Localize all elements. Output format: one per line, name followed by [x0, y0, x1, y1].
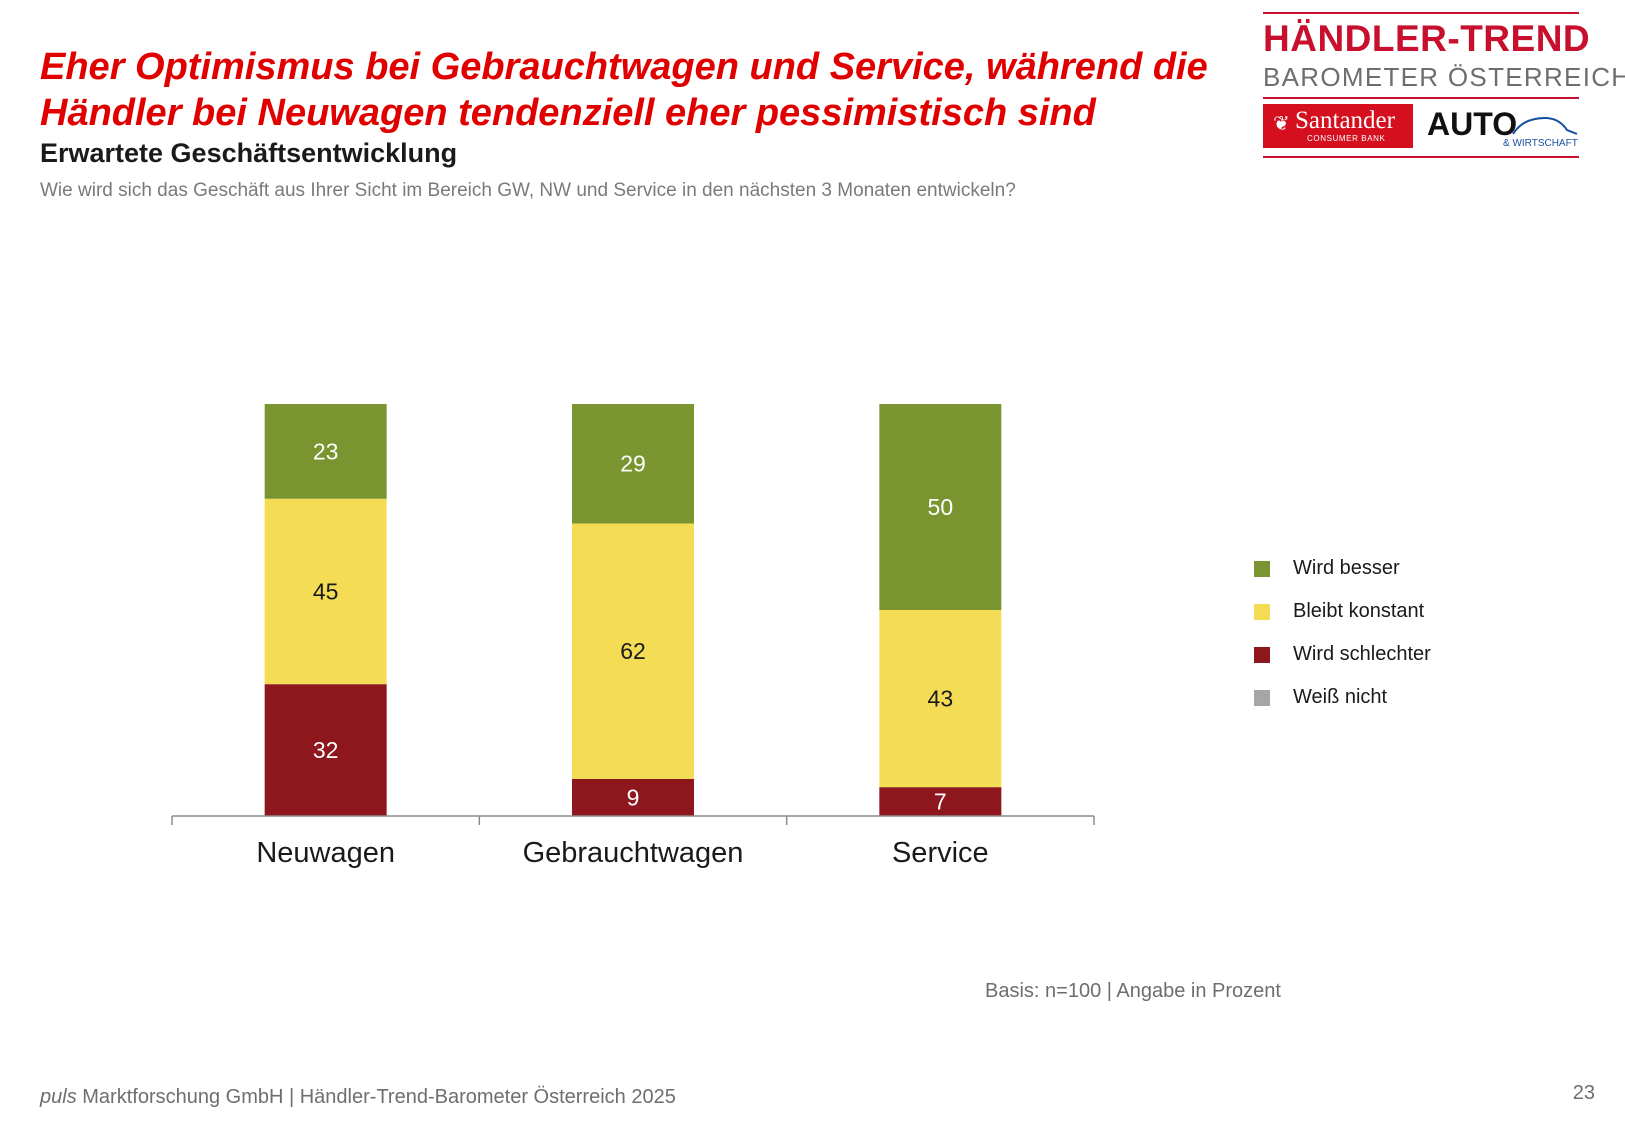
- title-line-2: Händler bei Neuwagen tendenziell eher pe…: [40, 92, 1096, 134]
- basis-note: Basis: n=100 | Angabe in Prozent: [985, 980, 1281, 1002]
- bar-neuwagen-wird-besser: [264, 404, 387, 499]
- bar-gebrauchtwagen-wird-schlechter: [572, 778, 694, 816]
- santander-subtitle: CONSUMER BANK: [1307, 134, 1386, 143]
- data-label-neuwagen-bleibt-konstant: 45: [313, 578, 339, 604]
- page-number: 23: [1572, 1082, 1595, 1104]
- bar-neuwagen-bleibt-konstant: [264, 498, 387, 685]
- legend-swatch-wird-schlechter: [1254, 647, 1270, 663]
- legend-swatch-weiss-nicht: [1254, 690, 1270, 706]
- data-label-service-wird-schlechter: 7: [934, 789, 947, 815]
- data-label-gebrauchtwagen-wird-besser: 29: [620, 451, 646, 477]
- legend-label-bleibt-konstant: Bleibt konstant: [1293, 600, 1425, 622]
- logo-brand-line1: HÄNDLER-TREND: [1263, 18, 1591, 59]
- footer-company-italic: puls: [40, 1086, 77, 1108]
- footer-source: puls Marktforschung GmbH | Händler-Trend…: [40, 1086, 676, 1109]
- santander-logo: ❦ Santander CONSUMER BANK: [1263, 104, 1413, 148]
- santander-name: Santander: [1295, 107, 1395, 134]
- auto-name: AUTO: [1427, 106, 1518, 142]
- legend-item-wird-besser: Wird besser: [1254, 557, 1494, 600]
- legend-item-weiss-nicht: Weiß nicht: [1254, 686, 1494, 729]
- logo-rule-middle: [1263, 97, 1579, 99]
- bar-service-wird-besser: [879, 404, 1002, 610]
- data-label-gebrauchtwagen-bleibt-konstant: 62: [620, 638, 646, 664]
- auto-wirtschaft-logo: AUTO & WIRTSCHAFT: [1427, 104, 1579, 152]
- legend-label-wird-besser: Wird besser: [1293, 557, 1400, 579]
- x-tick-label-service: Service: [892, 837, 989, 869]
- data-label-neuwagen-wird-besser: 23: [313, 438, 339, 464]
- data-label-service-wird-besser: 50: [928, 494, 954, 520]
- legend-swatch-bleibt-konstant: [1254, 604, 1270, 620]
- auto-subtitle: & WIRTSCHAFT: [1503, 138, 1578, 149]
- bar-gebrauchtwagen-bleibt-konstant: [572, 523, 694, 779]
- logo-rule-bottom: [1263, 156, 1579, 158]
- santander-flame-icon: ❦: [1273, 113, 1290, 135]
- legend-swatch-wird-besser: [1254, 561, 1270, 577]
- legend-item-wird-schlechter: Wird schlechter: [1254, 643, 1494, 686]
- chart-legend: Wird besser Bleibt konstant Wird schlechte…: [1254, 557, 1494, 729]
- page-title: Eher Optimismus bei Gebrauchtwagen und S…: [40, 44, 1220, 136]
- legend-item-bleibt-konstant: Bleibt konstant: [1254, 600, 1494, 643]
- legend-label-wird-schlechter: Wird schlechter: [1293, 643, 1431, 665]
- bar-service-wird-schlechter: [879, 787, 1002, 816]
- car-outline-icon: [1512, 116, 1578, 135]
- data-label-neuwagen-wird-schlechter: 32: [313, 737, 339, 763]
- logo-rule-top: [1263, 12, 1579, 14]
- bar-neuwagen-wird-schlechter: [264, 684, 387, 816]
- data-label-service-bleibt-konstant: 43: [928, 686, 954, 712]
- x-tick-label-gebrauchtwagen: Gebrauchtwagen: [523, 837, 744, 869]
- data-label-gebrauchtwagen-wird-schlechter: 9: [627, 784, 640, 810]
- footer-company-rest: Marktforschung GmbH | Händler-Trend-Baro…: [76, 1086, 676, 1108]
- haendler-trend-logo: HÄNDLER-TREND BAROMETER ÖSTERREICH ❦ San…: [1263, 12, 1625, 158]
- title-line-1: Eher Optimismus bei Gebrauchtwagen und S…: [40, 46, 1208, 88]
- legend-label-weiss-nicht: Weiß nicht: [1293, 686, 1388, 708]
- survey-question: Wie wird sich das Geschäft aus Ihrer Sic…: [40, 180, 1016, 201]
- logo-brand-line2: BAROMETER ÖSTERREICH: [1263, 62, 1625, 92]
- bar-gebrauchtwagen-wird-besser: [572, 404, 694, 524]
- bar-service-bleibt-konstant: [879, 610, 1002, 788]
- x-tick-label-neuwagen: Neuwagen: [256, 837, 395, 869]
- chart-subtitle: Erwartete Geschäftsentwicklung: [40, 138, 458, 168]
